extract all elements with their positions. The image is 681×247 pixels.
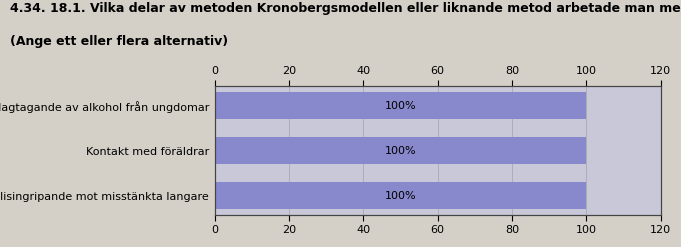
Text: 100%: 100% [385, 101, 416, 111]
Text: 100%: 100% [385, 191, 416, 201]
Text: 4.34. 18.1. Vilka delar av metoden Kronobergsmodellen eller liknande metod arbet: 4.34. 18.1. Vilka delar av metoden Krono… [10, 2, 681, 16]
Text: (Ange ett eller flera alternativ): (Ange ett eller flera alternativ) [10, 35, 228, 48]
Bar [215, 137, 586, 164]
Bar [215, 92, 586, 119]
Bar [215, 182, 586, 209]
Text: 100%: 100% [385, 146, 416, 156]
